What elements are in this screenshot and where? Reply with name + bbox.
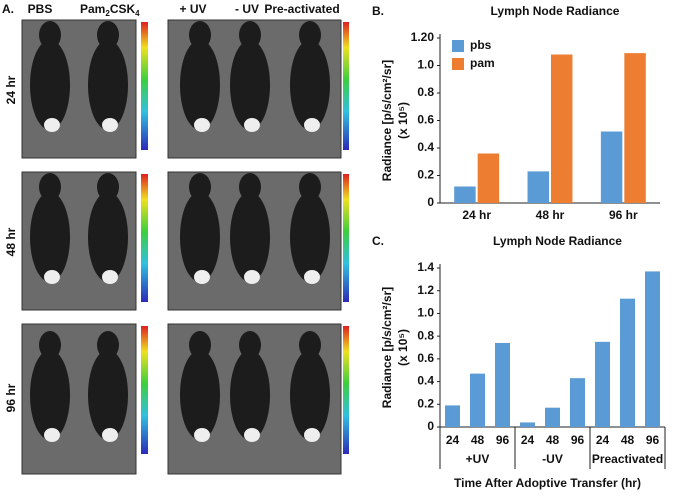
y-axis-label: Radiance [p/s/cm²/sr] [380, 60, 394, 181]
column-label: - UV [235, 2, 259, 16]
x-tick-label: 48 hr [536, 208, 565, 222]
x-tick-label: 24 hr [462, 208, 491, 222]
bar [477, 153, 500, 203]
bar [620, 298, 635, 427]
x-tick-label: 48 [621, 433, 635, 447]
image-row [21, 171, 349, 311]
y-axis-unit: (x 10⁵) [396, 329, 410, 366]
bar [545, 407, 560, 427]
column-label: Pre-activated [264, 2, 339, 16]
bar [445, 405, 460, 427]
y-tick-label: 0.2 [417, 396, 434, 410]
y-tick-label: 0.6 [417, 351, 434, 365]
y-tick-label: 0.8 [417, 85, 434, 99]
y-tick-label: 1.2 [417, 283, 434, 297]
bar [495, 342, 510, 427]
row-label: 24 hr [4, 75, 18, 104]
bar [595, 341, 610, 427]
y-tick-label: 0.6 [417, 113, 434, 127]
bar [527, 171, 549, 203]
column-label: + UV [179, 2, 206, 16]
y-tick-label: 1.0 [417, 58, 434, 72]
bar [470, 373, 485, 427]
panel-label: C. [372, 234, 384, 248]
x-tick-label: 24 [596, 433, 610, 447]
y-axis-label: Radiance [p/s/cm²/sr] [380, 287, 394, 408]
chart-title: Lymph Node Radiance [493, 234, 622, 248]
y-tick-label: 0.8 [417, 328, 434, 342]
panel-a: A. PBS Pam2CSK4 + UV - UV Pre-activated … [2, 2, 349, 475]
y-tick-label: 0 [427, 195, 434, 209]
image-row [21, 19, 349, 159]
legend-swatch [452, 40, 464, 52]
panel-label: B. [372, 4, 384, 18]
y-tick-label: 0.4 [417, 140, 434, 154]
x-tick-label: 48 [471, 433, 485, 447]
y-tick-label: 0 [427, 419, 434, 433]
y-tick-label: 1.20 [411, 30, 435, 44]
y-tick-label: 1.4 [417, 260, 434, 274]
column-label: PBS [28, 2, 53, 16]
chart-title: Lymph Node Radiance [491, 4, 620, 18]
x-tick-label: 96 [496, 433, 510, 447]
bar [551, 54, 573, 203]
bar [570, 378, 585, 427]
bar [520, 422, 535, 427]
x-tick-label: 24 [446, 433, 460, 447]
x-tick-label: 96 [571, 433, 585, 447]
group-label: Preactivated [592, 452, 663, 466]
x-tick-label: 24 [521, 433, 535, 447]
y-tick-label: 0.2 [417, 168, 434, 182]
legend-swatch [452, 58, 464, 70]
bar [624, 53, 646, 203]
panel-label: A. [2, 2, 14, 16]
y-tick-label: 0.4 [417, 374, 434, 388]
row-label: 96 hr [4, 383, 18, 412]
bar [645, 271, 660, 427]
x-tick-label: 48 [546, 433, 560, 447]
legend-label: pbs [470, 38, 492, 52]
group-label: +UV [466, 452, 490, 466]
bar [454, 186, 476, 203]
x-tick-label: 96 hr [609, 208, 638, 222]
y-axis-unit: (x 10⁵) [396, 102, 410, 139]
y-tick-label: 1.0 [417, 306, 434, 320]
image-row [21, 323, 349, 475]
bar [600, 131, 623, 203]
group-label: -UV [542, 452, 563, 466]
legend-label: pam [470, 56, 495, 70]
row-label: 48 hr [4, 227, 18, 256]
column-label: Pam2CSK4 [80, 2, 140, 18]
x-axis-label: Time After Adoptive Transfer (hr) [454, 476, 641, 490]
x-tick-label: 96 [646, 433, 660, 447]
